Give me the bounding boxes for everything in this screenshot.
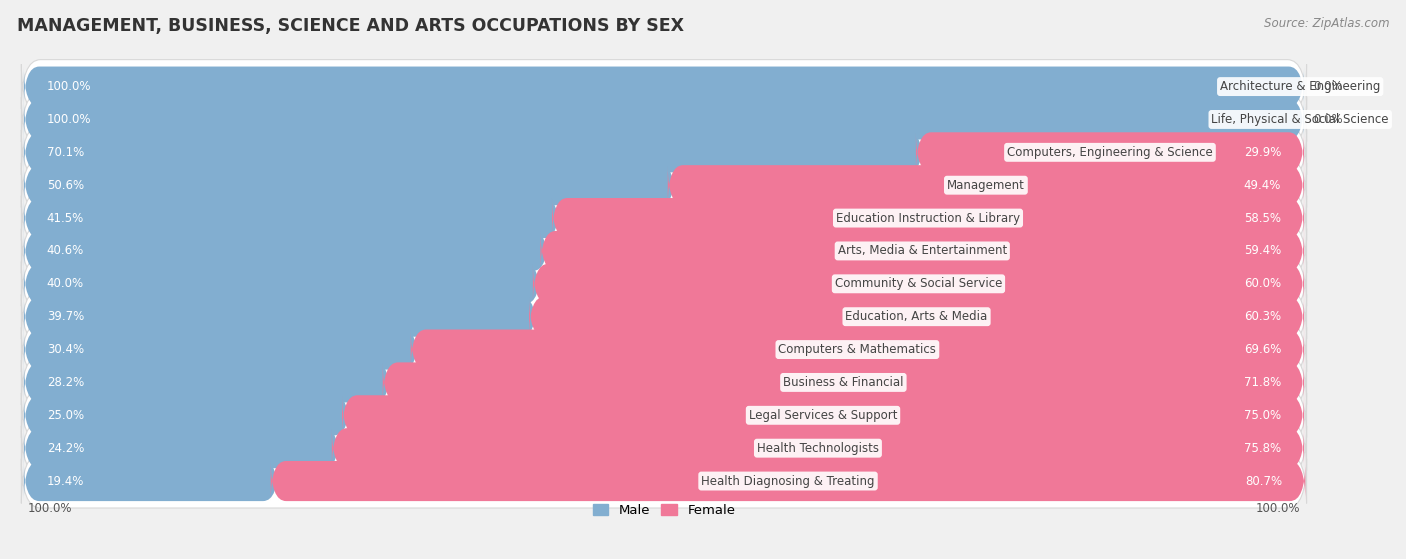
Text: Life, Physical & Social Science: Life, Physical & Social Science [1212, 113, 1389, 126]
Text: 69.6%: 69.6% [1244, 343, 1281, 356]
Text: Health Technologists: Health Technologists [756, 442, 879, 454]
Text: 50.6%: 50.6% [46, 179, 84, 192]
FancyBboxPatch shape [21, 257, 1306, 311]
Text: 75.0%: 75.0% [1244, 409, 1281, 422]
FancyBboxPatch shape [21, 224, 1306, 278]
Text: 0.0%: 0.0% [1313, 80, 1343, 93]
Text: Architecture & Engineering: Architecture & Engineering [1220, 80, 1381, 93]
Text: Computers, Engineering & Science: Computers, Engineering & Science [1007, 146, 1213, 159]
FancyBboxPatch shape [24, 461, 278, 501]
Text: 0.0%: 0.0% [1313, 113, 1343, 126]
FancyBboxPatch shape [21, 454, 1306, 508]
FancyBboxPatch shape [24, 67, 1303, 107]
Text: MANAGEMENT, BUSINESS, SCIENCE AND ARTS OCCUPATIONS BY SEX: MANAGEMENT, BUSINESS, SCIENCE AND ARTS O… [17, 17, 683, 35]
Text: Computers & Mathematics: Computers & Mathematics [779, 343, 936, 356]
FancyBboxPatch shape [21, 290, 1306, 344]
Text: Arts, Media & Entertainment: Arts, Media & Entertainment [838, 244, 1007, 258]
Text: 25.0%: 25.0% [46, 409, 84, 422]
Text: 49.4%: 49.4% [1244, 179, 1281, 192]
Text: Community & Social Service: Community & Social Service [835, 277, 1002, 290]
Text: 71.8%: 71.8% [1244, 376, 1281, 389]
FancyBboxPatch shape [21, 323, 1306, 377]
Text: 59.4%: 59.4% [1244, 244, 1281, 258]
Text: Health Diagnosing & Treating: Health Diagnosing & Treating [702, 475, 875, 487]
FancyBboxPatch shape [668, 165, 1303, 205]
Legend: Male, Female: Male, Female [588, 499, 741, 522]
FancyBboxPatch shape [21, 389, 1306, 442]
FancyBboxPatch shape [529, 297, 1303, 337]
FancyBboxPatch shape [24, 198, 560, 238]
FancyBboxPatch shape [24, 395, 350, 435]
Text: 39.7%: 39.7% [46, 310, 84, 323]
FancyBboxPatch shape [21, 158, 1306, 212]
FancyBboxPatch shape [24, 329, 419, 369]
FancyBboxPatch shape [21, 92, 1306, 146]
Text: Education, Arts & Media: Education, Arts & Media [845, 310, 987, 323]
FancyBboxPatch shape [915, 132, 1303, 172]
Text: Source: ZipAtlas.com: Source: ZipAtlas.com [1264, 17, 1389, 30]
Text: 100.0%: 100.0% [1256, 503, 1301, 515]
Text: Business & Financial: Business & Financial [783, 376, 904, 389]
FancyBboxPatch shape [553, 198, 1303, 238]
Text: 100.0%: 100.0% [46, 113, 91, 126]
FancyBboxPatch shape [24, 297, 537, 337]
FancyBboxPatch shape [271, 461, 1305, 501]
Text: 40.6%: 40.6% [46, 244, 84, 258]
FancyBboxPatch shape [24, 165, 675, 205]
FancyBboxPatch shape [21, 191, 1306, 245]
Text: Legal Services & Support: Legal Services & Support [749, 409, 897, 422]
FancyBboxPatch shape [342, 395, 1303, 435]
FancyBboxPatch shape [382, 362, 1303, 402]
Text: 70.1%: 70.1% [46, 146, 84, 159]
Text: 19.4%: 19.4% [46, 475, 84, 487]
Text: 29.9%: 29.9% [1244, 146, 1281, 159]
FancyBboxPatch shape [332, 428, 1303, 468]
Text: 100.0%: 100.0% [28, 503, 72, 515]
FancyBboxPatch shape [24, 100, 1303, 140]
FancyBboxPatch shape [21, 356, 1306, 409]
Text: 60.0%: 60.0% [1244, 277, 1281, 290]
FancyBboxPatch shape [24, 132, 924, 172]
Text: 24.2%: 24.2% [46, 442, 84, 454]
Text: 30.4%: 30.4% [46, 343, 84, 356]
FancyBboxPatch shape [540, 231, 1303, 271]
FancyBboxPatch shape [24, 264, 540, 304]
FancyBboxPatch shape [21, 421, 1306, 475]
Text: 58.5%: 58.5% [1244, 211, 1281, 225]
FancyBboxPatch shape [533, 264, 1303, 304]
FancyBboxPatch shape [21, 60, 1306, 113]
Text: 80.7%: 80.7% [1246, 475, 1282, 487]
Text: 100.0%: 100.0% [46, 80, 91, 93]
Text: 75.8%: 75.8% [1244, 442, 1281, 454]
FancyBboxPatch shape [24, 231, 548, 271]
Text: 40.0%: 40.0% [46, 277, 84, 290]
FancyBboxPatch shape [21, 125, 1306, 179]
FancyBboxPatch shape [24, 362, 391, 402]
FancyBboxPatch shape [24, 428, 339, 468]
Text: 28.2%: 28.2% [46, 376, 84, 389]
Text: 60.3%: 60.3% [1244, 310, 1281, 323]
Text: Management: Management [948, 179, 1025, 192]
Text: Education Instruction & Library: Education Instruction & Library [837, 211, 1021, 225]
Text: 41.5%: 41.5% [46, 211, 84, 225]
FancyBboxPatch shape [411, 329, 1303, 369]
